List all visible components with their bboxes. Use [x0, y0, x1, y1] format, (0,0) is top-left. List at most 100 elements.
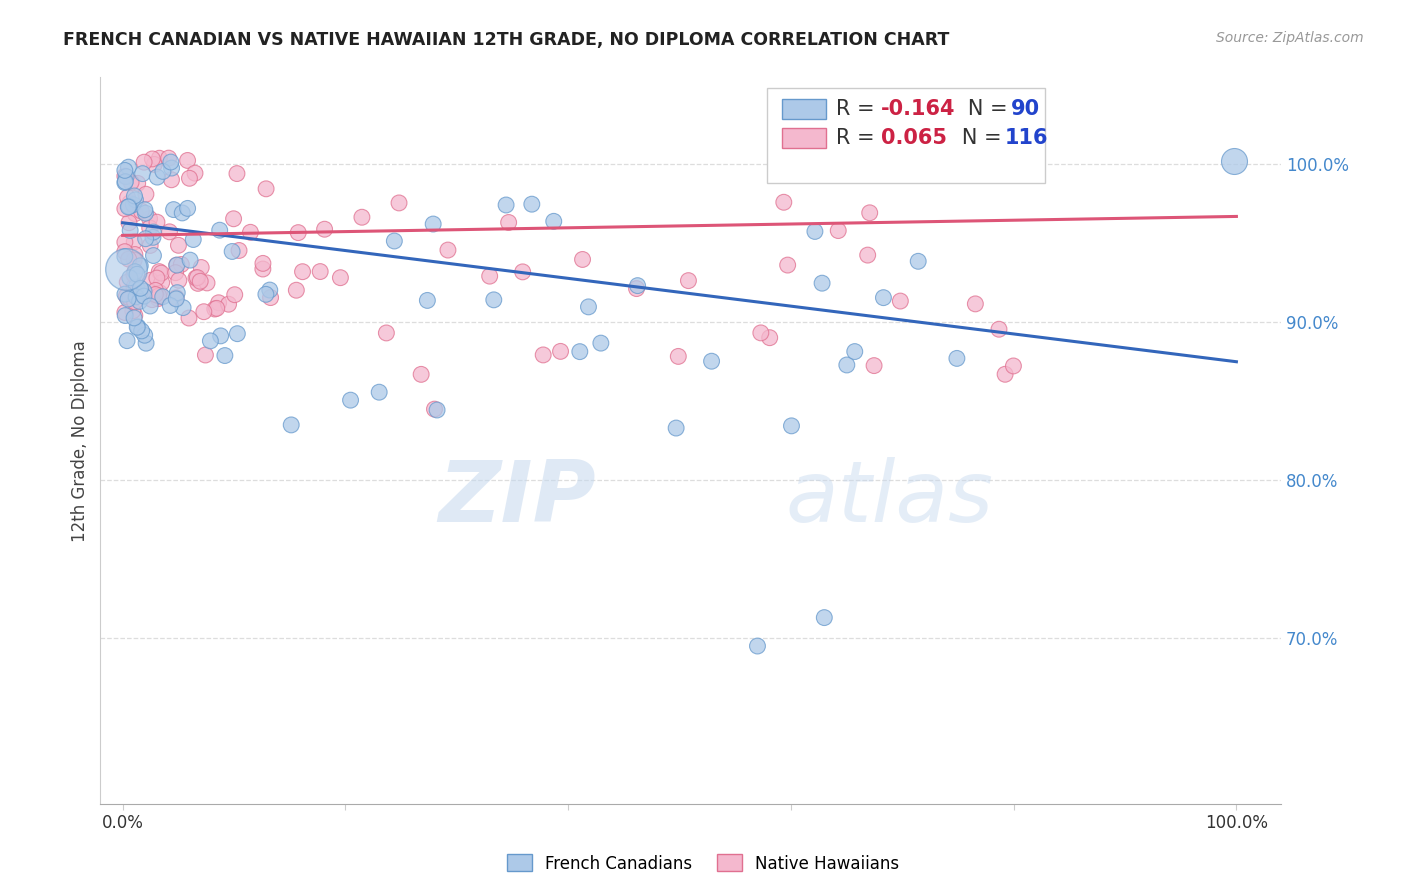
Text: N =: N =	[948, 99, 1014, 119]
Text: N =: N =	[942, 128, 1008, 148]
Point	[152, 164, 174, 178]
Point	[179, 171, 201, 186]
Point	[124, 247, 146, 261]
Point	[148, 265, 170, 279]
Text: 0.065: 0.065	[880, 128, 946, 148]
Point	[143, 157, 166, 171]
Point	[172, 206, 194, 220]
Point	[148, 289, 170, 303]
Point	[166, 285, 188, 300]
Point	[114, 202, 136, 216]
Point	[131, 324, 153, 338]
Point	[139, 299, 162, 313]
Text: ZIP: ZIP	[439, 458, 596, 541]
Point	[139, 273, 162, 287]
Point	[309, 264, 332, 278]
Point	[208, 295, 231, 310]
Point	[550, 344, 572, 359]
Point	[114, 235, 136, 249]
Point	[122, 235, 145, 249]
Point	[167, 273, 190, 287]
Point	[141, 152, 163, 166]
Point	[124, 267, 146, 281]
Point	[214, 349, 236, 363]
Point	[1223, 154, 1246, 169]
Point	[259, 283, 281, 297]
Point	[835, 358, 858, 372]
Point	[252, 256, 274, 270]
Point	[142, 225, 165, 239]
Point	[135, 232, 157, 246]
Point	[626, 278, 648, 293]
Point	[1002, 359, 1025, 373]
Point	[224, 287, 246, 301]
Point	[114, 176, 136, 190]
Point	[114, 287, 136, 301]
Point	[221, 244, 243, 259]
Point	[239, 225, 262, 239]
Point	[375, 326, 398, 340]
Point	[135, 336, 157, 351]
Point	[159, 298, 181, 312]
Point	[114, 309, 136, 323]
Point	[543, 214, 565, 228]
Point	[827, 223, 849, 237]
Point	[368, 385, 391, 400]
Point	[226, 167, 249, 181]
Point	[138, 211, 160, 226]
Point	[125, 279, 148, 293]
Point	[160, 173, 183, 187]
Point	[856, 248, 879, 262]
Point	[177, 311, 200, 326]
Point	[285, 283, 308, 297]
Point	[132, 155, 155, 169]
Point	[589, 336, 612, 351]
Point	[124, 193, 146, 207]
Point	[200, 334, 222, 348]
Point	[132, 285, 155, 299]
Point	[157, 151, 180, 165]
Point	[946, 351, 969, 366]
Point	[141, 293, 163, 307]
Text: 116: 116	[1005, 128, 1049, 148]
Point	[280, 417, 302, 432]
Text: -0.164: -0.164	[880, 99, 955, 119]
FancyBboxPatch shape	[782, 128, 827, 148]
Point	[495, 198, 517, 212]
Point	[176, 153, 198, 168]
Point	[188, 274, 211, 288]
Point	[142, 248, 165, 262]
Point	[287, 226, 309, 240]
Point	[124, 286, 146, 301]
Point	[131, 167, 153, 181]
Point	[134, 206, 156, 220]
Point	[127, 320, 149, 334]
Point	[148, 151, 170, 165]
Point	[134, 328, 156, 343]
Point	[139, 238, 162, 252]
Point	[314, 222, 336, 236]
Text: R =: R =	[837, 128, 882, 148]
Point	[747, 639, 769, 653]
Point	[118, 252, 141, 266]
Point	[512, 265, 534, 279]
Point	[152, 290, 174, 304]
Point	[776, 258, 799, 272]
Point	[143, 287, 166, 301]
Point	[124, 189, 146, 203]
Point	[118, 195, 141, 210]
Point	[423, 402, 446, 417]
Point	[478, 269, 501, 284]
Point	[482, 293, 505, 307]
Point	[132, 289, 155, 303]
Text: 90: 90	[1011, 99, 1039, 119]
Point	[350, 211, 373, 225]
Point	[124, 265, 146, 279]
Text: atlas: atlas	[785, 458, 993, 541]
Point	[150, 276, 173, 290]
Point	[121, 303, 143, 318]
Point	[665, 421, 688, 435]
Point	[160, 155, 183, 169]
Text: FRENCH CANADIAN VS NATIVE HAWAIIAN 12TH GRADE, NO DIPLOMA CORRELATION CHART: FRENCH CANADIAN VS NATIVE HAWAIIAN 12TH …	[63, 31, 949, 49]
Point	[134, 202, 156, 217]
